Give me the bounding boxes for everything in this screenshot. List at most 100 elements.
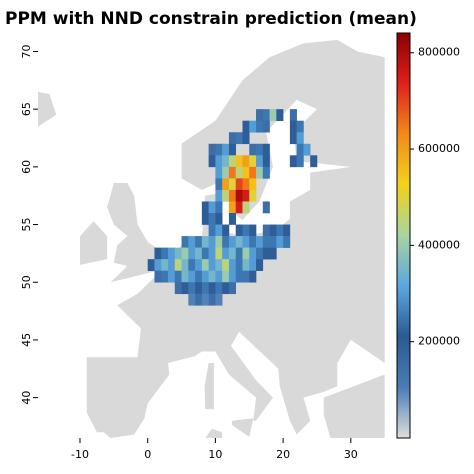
raster-cell	[235, 189, 243, 202]
raster-cell	[228, 166, 237, 179]
raster-cell	[256, 259, 264, 271]
raster-cell	[289, 120, 297, 133]
raster-cell	[154, 259, 162, 271]
colorbar-tick-label: 400000	[418, 238, 460, 251]
raster-cell	[262, 109, 270, 121]
raster-cell	[262, 236, 270, 248]
raster-cell	[228, 236, 237, 248]
raster-cell	[201, 282, 209, 295]
raster-cell	[195, 259, 203, 271]
raster-cell	[208, 155, 216, 168]
raster-cell	[181, 270, 189, 283]
raster-cell	[256, 155, 264, 168]
raster-cell	[201, 247, 209, 260]
raster-cell	[215, 178, 223, 191]
raster-cell	[242, 224, 250, 237]
raster-cell	[256, 247, 264, 260]
raster-cell	[201, 201, 209, 214]
raster-cell	[242, 132, 250, 145]
raster-cell	[201, 213, 209, 225]
raster-cell	[296, 132, 304, 145]
y-tick-label: 40	[20, 391, 33, 405]
raster-cell	[222, 270, 230, 283]
colorbar-tick-label: 800000	[418, 46, 460, 59]
raster-cell	[222, 282, 230, 295]
raster-cell	[242, 259, 250, 271]
raster-cell	[249, 155, 257, 168]
raster-cell	[235, 178, 243, 191]
land-shape	[107, 183, 160, 283]
raster-cell	[222, 178, 230, 191]
raster-cell	[215, 143, 223, 156]
x-tick-label: -10	[71, 448, 89, 461]
raster-cell	[215, 247, 223, 260]
raster-cell	[181, 282, 189, 295]
raster-cell	[242, 189, 250, 202]
raster-cell	[188, 293, 196, 306]
raster-cell	[201, 293, 209, 306]
raster-cell	[283, 236, 291, 248]
raster-cell	[289, 155, 297, 168]
raster-cell	[269, 236, 277, 248]
y-tick-label: 50	[20, 275, 33, 289]
raster-cell	[222, 259, 230, 271]
raster-cell	[195, 293, 203, 306]
colorbar-tick-label: 600000	[418, 142, 460, 155]
raster-cell	[228, 143, 237, 156]
raster-cell	[228, 282, 237, 295]
raster-cell	[195, 282, 203, 295]
raster-cell	[215, 282, 223, 295]
raster-cell	[262, 224, 270, 237]
raster-cell	[289, 109, 297, 121]
raster-cell	[249, 247, 257, 260]
y-tick-label: 60	[20, 160, 33, 174]
raster-cell	[161, 259, 169, 271]
raster-cell	[188, 259, 196, 271]
raster-cell	[289, 132, 297, 145]
y-tick-label: 55	[20, 218, 33, 232]
raster-cell	[228, 132, 237, 145]
raster-cell	[228, 259, 237, 271]
raster-cell	[215, 189, 223, 202]
raster-cell	[296, 155, 304, 168]
raster-cell	[201, 236, 209, 248]
raster-cell	[269, 224, 277, 237]
raster-cell	[235, 132, 243, 145]
raster-cell	[256, 236, 264, 248]
raster-cell	[222, 224, 230, 237]
raster-cell	[168, 270, 176, 283]
raster-cell	[235, 270, 243, 283]
raster-cell	[235, 224, 243, 237]
raster-cell	[269, 247, 277, 260]
raster-cell	[310, 155, 318, 168]
raster-cell	[222, 236, 230, 248]
raster-cell	[174, 270, 182, 283]
raster-cell	[228, 189, 237, 202]
raster-cell	[188, 270, 196, 283]
raster-cell	[249, 236, 257, 248]
raster-cell	[242, 178, 250, 191]
x-tick-label: 20	[276, 448, 290, 461]
raster-cell	[208, 270, 216, 283]
raster-cell	[228, 247, 237, 260]
raster-cell	[222, 143, 230, 156]
raster-cell	[235, 166, 243, 179]
raster-cell	[256, 166, 264, 179]
raster-cell	[296, 143, 304, 156]
raster-cell	[168, 259, 176, 271]
raster-cell	[154, 247, 162, 260]
raster-cell	[147, 259, 155, 271]
raster-cell	[242, 236, 250, 248]
raster-cell	[195, 236, 203, 248]
raster-cell	[276, 236, 284, 248]
raster-cell	[181, 247, 189, 260]
raster-cell	[242, 201, 250, 214]
raster-cell	[215, 213, 223, 225]
raster-cell	[174, 282, 182, 295]
raster-cell	[242, 120, 250, 133]
colorbar	[396, 32, 411, 439]
raster-cell	[242, 247, 250, 260]
raster-cell	[235, 247, 243, 260]
raster-cell	[154, 270, 162, 283]
raster-cell	[195, 247, 203, 260]
